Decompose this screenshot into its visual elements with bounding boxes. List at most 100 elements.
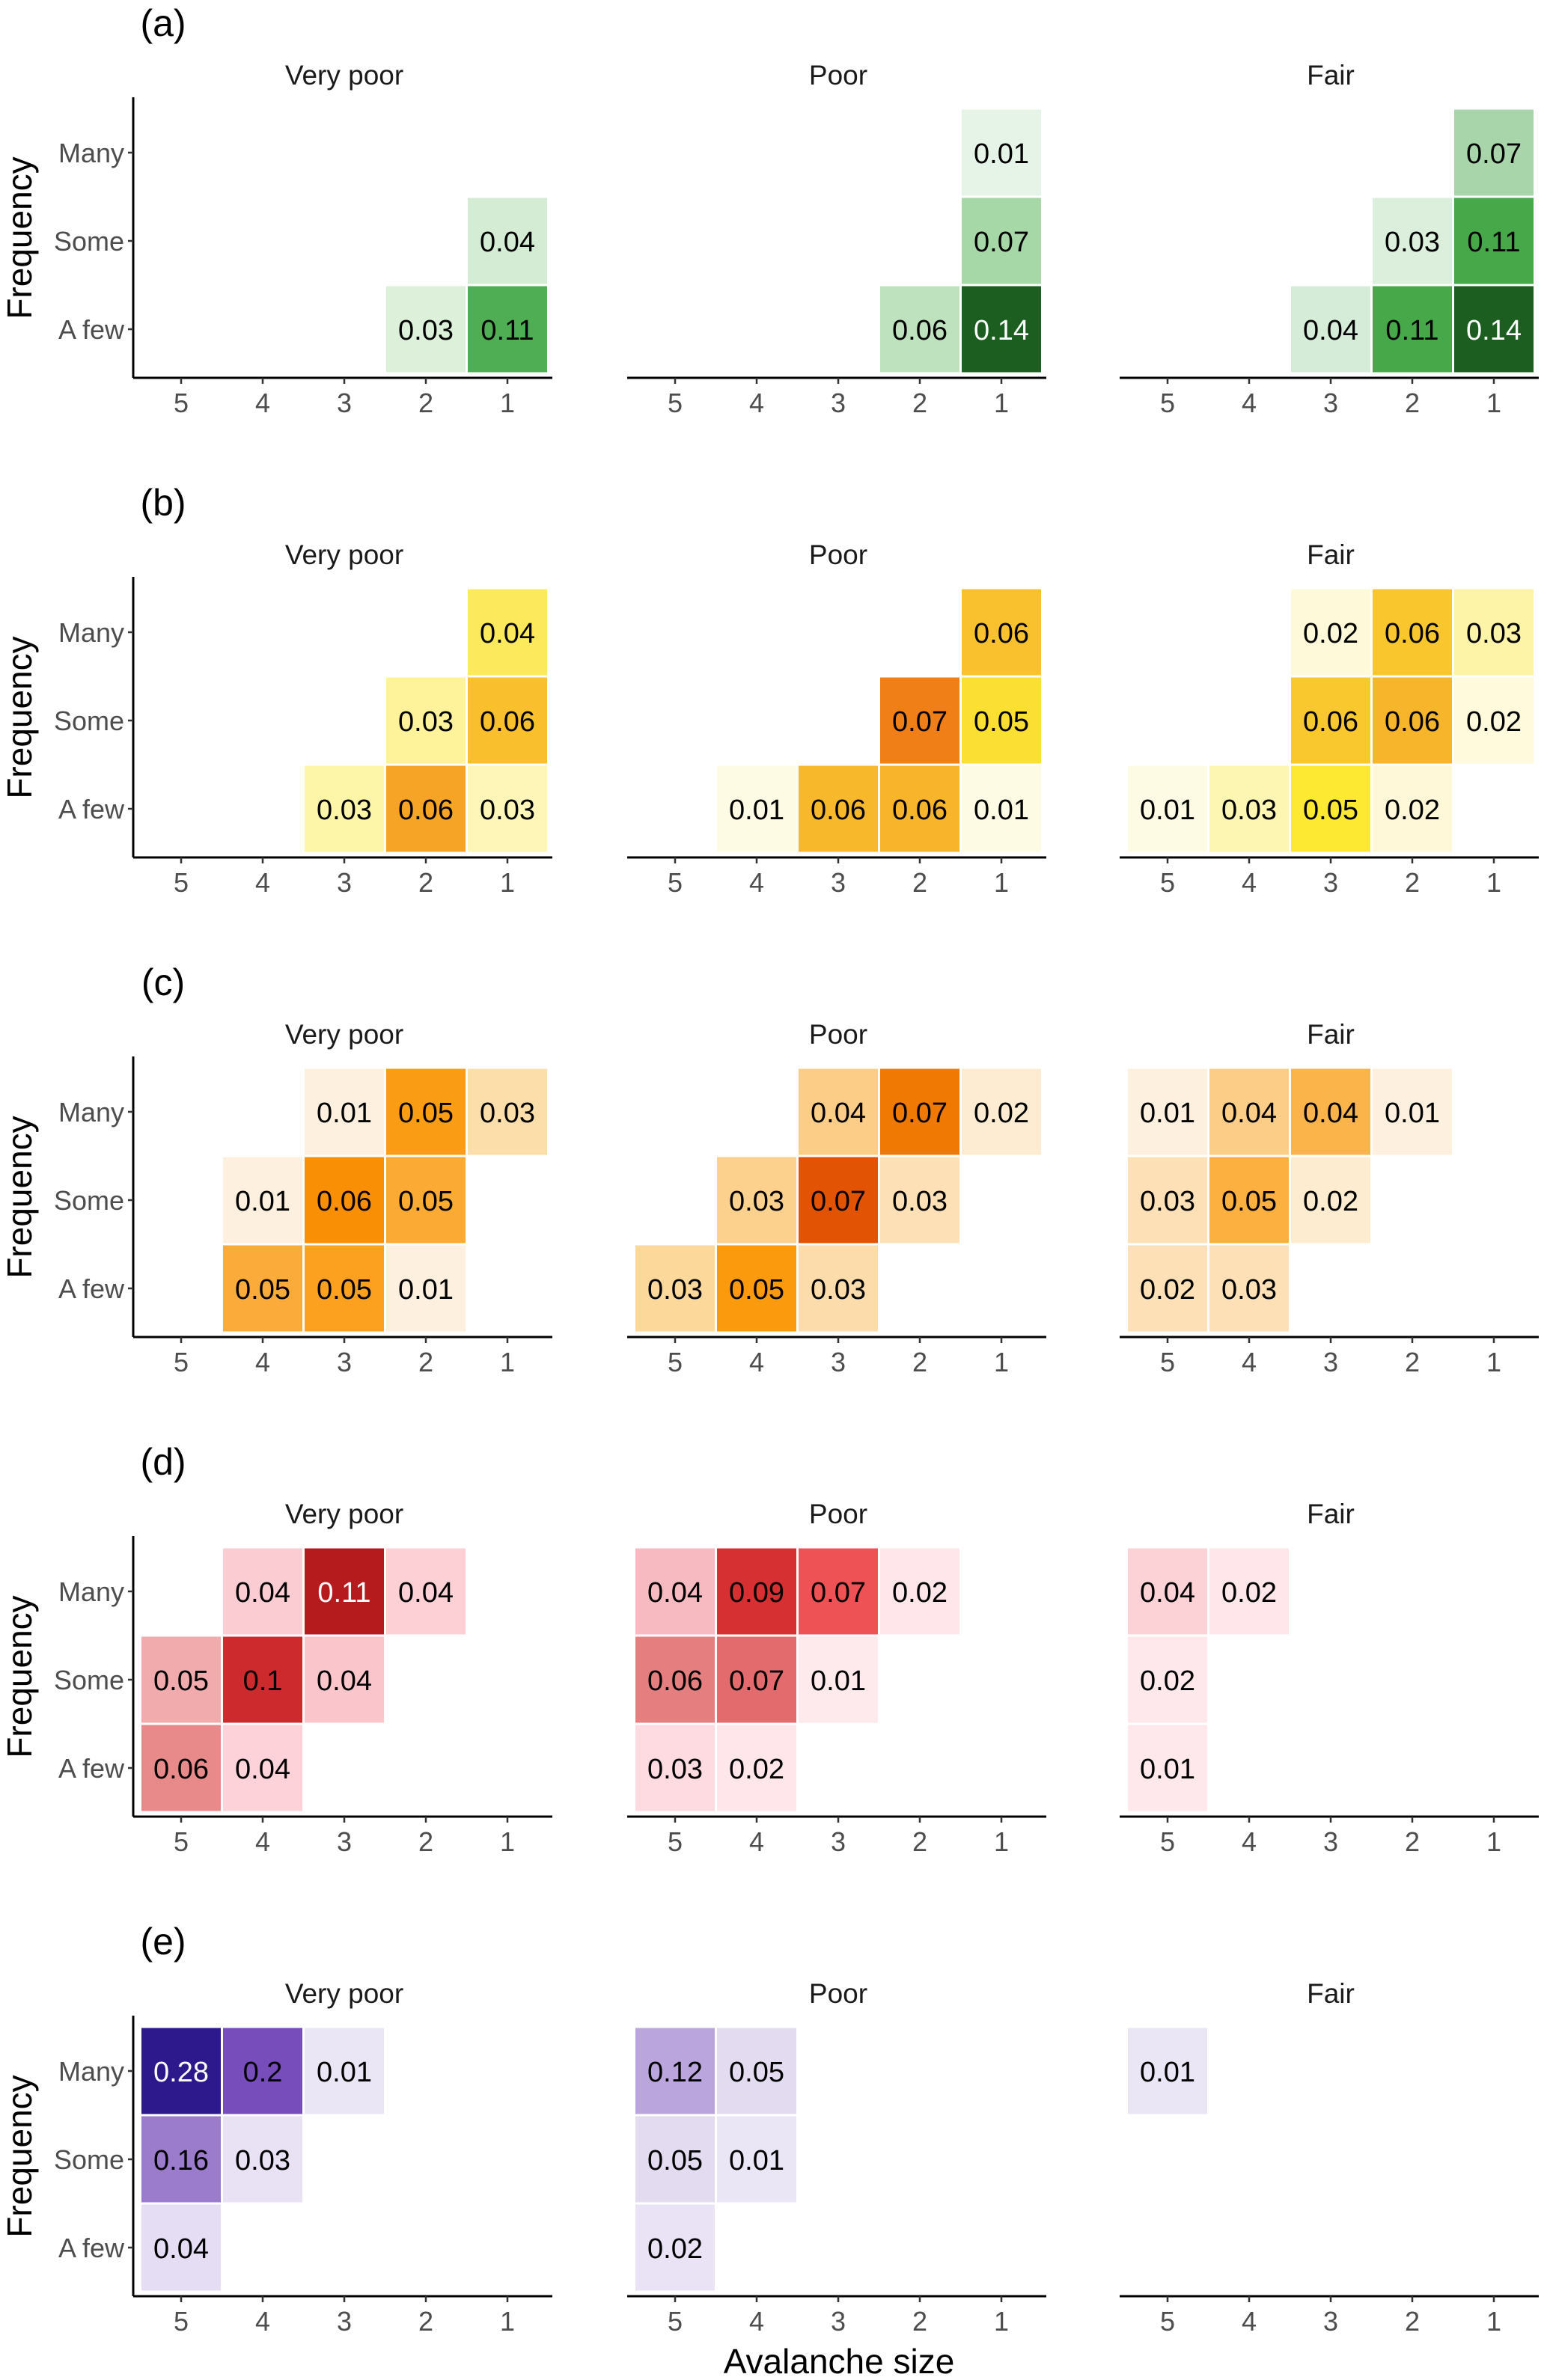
x-tick-label: 2 — [1405, 1826, 1420, 1857]
facet-title: Very poor — [285, 1019, 403, 1050]
facet-title: Very poor — [285, 60, 403, 91]
x-tick-label: 2 — [418, 867, 433, 898]
cell-value-label: 0.05 — [398, 1098, 454, 1129]
heatmap-cell — [635, 1245, 715, 1332]
y-tick-label: Some — [54, 1665, 124, 1695]
cell-value-label: 0.07 — [974, 227, 1029, 258]
x-tick-label: 3 — [1323, 1826, 1338, 1857]
cell-value-label: 0.06 — [974, 618, 1029, 649]
panel-d: (d) Frequency Very poor A few Some Many 5 4 3 2 1 0… — [0, 1441, 1539, 1857]
x-tick-label: 2 — [1405, 388, 1420, 418]
x-tick-label: 5 — [1160, 2306, 1175, 2337]
heatmap-cell — [717, 1157, 796, 1243]
heatmap-cell — [141, 1636, 221, 1723]
heatmap-cell — [223, 1725, 302, 1811]
cell-value-label: 0.14 — [1466, 315, 1522, 346]
cell-value-label: 0.01 — [811, 1665, 866, 1697]
cell-value-label: 0.02 — [647, 2233, 703, 2265]
x-tick-label: 2 — [418, 388, 433, 418]
heatmap-cell — [1209, 1068, 1289, 1155]
cell-value-label: 0.06 — [647, 1665, 703, 1697]
y-tick-label: A few — [58, 314, 125, 345]
heatmap-cell — [962, 765, 1041, 852]
cell-value-label: 0.04 — [317, 1665, 372, 1697]
facet-title: Very poor — [285, 539, 403, 570]
cell-value-label: 0.06 — [1303, 706, 1358, 738]
heatmap-cell — [141, 2028, 221, 2114]
x-tick-label: 2 — [1405, 1347, 1420, 1377]
panel-label: (a) — [140, 2, 186, 44]
cell-value-label: 0.03 — [811, 1274, 866, 1306]
heatmap-cell — [468, 589, 547, 676]
heatmap-cell — [1128, 2028, 1207, 2114]
cell-value-label: 0.05 — [398, 1186, 454, 1217]
x-tick-label: 3 — [831, 1347, 846, 1377]
y-axis-title: Frequency — [0, 2075, 39, 2237]
heatmap-cell — [305, 2028, 384, 2114]
x-tick-label: 2 — [418, 1347, 433, 1377]
cell-value-label: 0.03 — [235, 2145, 290, 2176]
x-tick-label: 1 — [1486, 1347, 1501, 1377]
cell-value-label: 0.03 — [317, 795, 372, 826]
heatmap-cell — [962, 286, 1041, 373]
cell-value-label: 0.02 — [974, 1098, 1029, 1129]
cell-value-label: 0.07 — [1466, 138, 1522, 170]
cell-value-label: 0.07 — [811, 1186, 866, 1217]
cell-value-label: 0.07 — [811, 1577, 866, 1609]
x-tick-label: 1 — [994, 2306, 1009, 2337]
heatmap-cell — [880, 1068, 959, 1155]
cell-value-label: 0.01 — [729, 2145, 784, 2176]
cell-value-label: 0.03 — [647, 1754, 703, 1785]
x-tick-label: 4 — [255, 388, 270, 418]
x-tick-label: 2 — [912, 1826, 927, 1857]
heatmap-cell — [962, 198, 1041, 284]
x-tick-label: 5 — [668, 2306, 683, 2337]
x-tick-label: 1 — [994, 1347, 1009, 1377]
cell-value-label: 0.03 — [1221, 795, 1277, 826]
x-tick-label: 3 — [831, 1826, 846, 1857]
y-tick-label: Some — [54, 706, 124, 736]
cell-value-label: 0.14 — [974, 315, 1029, 346]
panel-label: (e) — [140, 1921, 186, 1963]
x-tick-label: 2 — [912, 2306, 927, 2337]
x-tick-label: 4 — [749, 1826, 764, 1857]
cell-value-label: 0.09 — [729, 1577, 784, 1609]
heatmap-cell — [717, 2028, 796, 2114]
heatmap-cell — [635, 1636, 715, 1723]
cell-value-label: 0.02 — [1466, 706, 1522, 738]
cell-value-label: 0.02 — [729, 1754, 784, 1785]
x-tick-label: 3 — [831, 867, 846, 898]
cell-value-label: 0.03 — [1385, 227, 1440, 258]
heatmap-cell — [1128, 1548, 1207, 1635]
facet-title: Fair — [1307, 60, 1355, 91]
facet-title: Fair — [1307, 1499, 1355, 1529]
panel-c: (c) Frequency Very poor A few Some Many 5 4 3 2 1 0… — [0, 961, 1539, 1377]
heatmap-cell — [1373, 1068, 1452, 1155]
cell-value-label: 0.28 — [153, 2057, 209, 2088]
facet-title: Poor — [809, 1499, 867, 1529]
heatmap-cell — [1373, 765, 1452, 852]
x-tick-label: 4 — [749, 1347, 764, 1377]
cell-value-label: 0.1 — [243, 1665, 283, 1697]
x-tick-label: 2 — [912, 388, 927, 418]
cell-value-label: 0.05 — [647, 2145, 703, 2176]
heatmap-cell — [305, 1636, 384, 1723]
cell-value-label: 0.04 — [1140, 1577, 1195, 1609]
cell-value-label: 0.05 — [729, 1274, 784, 1306]
cell-value-label: 0.01 — [398, 1274, 454, 1306]
cell-value-label: 0.06 — [1385, 618, 1440, 649]
cell-value-label: 0.04 — [480, 227, 535, 258]
cell-value-label: 0.04 — [647, 1577, 703, 1609]
heatmap-cell — [717, 1725, 796, 1811]
x-tick-label: 5 — [174, 1347, 189, 1377]
cell-value-label: 0.12 — [647, 2057, 703, 2088]
cell-value-label: 0.06 — [480, 706, 535, 738]
cell-value-label: 0.05 — [1221, 1186, 1277, 1217]
cell-value-label: 0.03 — [398, 706, 454, 738]
heatmap-cell — [635, 2116, 715, 2203]
heatmap-cell — [799, 1636, 878, 1723]
heatmap-cell — [1454, 286, 1534, 373]
x-tick-label: 5 — [174, 2306, 189, 2337]
x-tick-label: 3 — [337, 867, 352, 898]
